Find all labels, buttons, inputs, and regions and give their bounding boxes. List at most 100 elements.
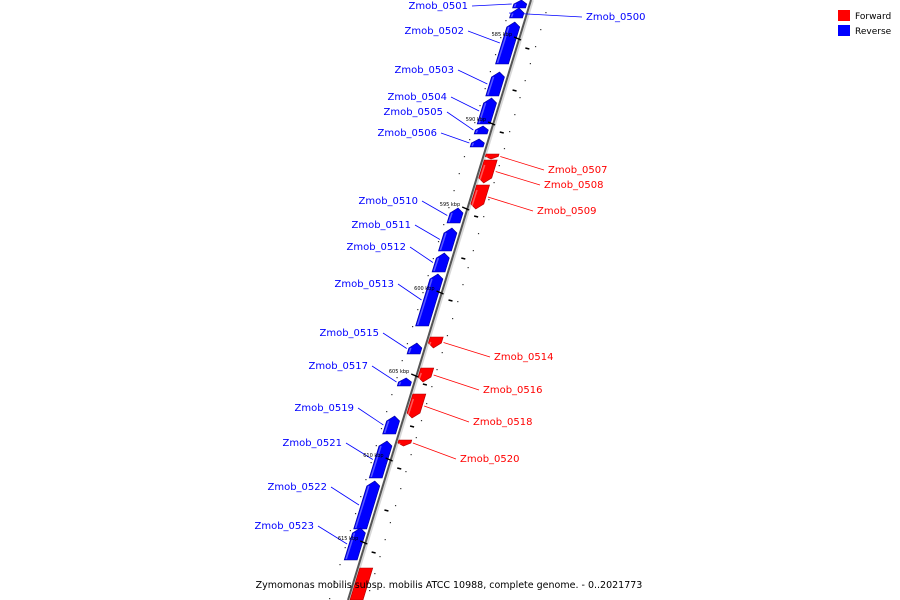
axis-dot <box>469 139 471 141</box>
gene-label-zmob_0521[interactable]: Zmob_0521 <box>282 438 342 449</box>
gene-arrow-zmob_0514[interactable] <box>428 336 444 349</box>
axis-dot <box>426 403 428 405</box>
gene-label-zmob_0518[interactable]: Zmob_0518 <box>473 417 533 428</box>
gene-highlight <box>485 156 488 159</box>
axis-dot <box>369 590 371 592</box>
gene-highlight <box>478 102 487 124</box>
gene-label-zmob_0522[interactable]: Zmob_0522 <box>267 482 327 493</box>
gene-label-zmob_0517[interactable]: Zmob_0517 <box>308 361 368 372</box>
gene-label-zmob_0512[interactable]: Zmob_0512 <box>346 242 406 253</box>
gene-highlight <box>416 278 433 326</box>
gene-label-zmob_0501[interactable]: Zmob_0501 <box>408 1 468 12</box>
gene-highlight <box>398 381 402 386</box>
scale-tick <box>385 457 393 462</box>
leader-line <box>440 132 470 144</box>
gene-highlight <box>496 26 510 64</box>
axis-tick <box>422 383 428 386</box>
gene-arrow-zmob_0516[interactable] <box>417 367 435 383</box>
axis-dot <box>545 12 547 14</box>
axis-dot <box>417 309 419 311</box>
gene-arrow-zmob_0508[interactable] <box>478 159 498 184</box>
axis-dot <box>360 496 362 498</box>
gene-label-zmob_0506[interactable]: Zmob_0506 <box>377 128 437 139</box>
leader-line <box>330 486 360 506</box>
gene-label-zmob_0520[interactable]: Zmob_0520 <box>460 454 520 465</box>
gene-arrow-zmob_0513[interactable] <box>415 273 444 327</box>
axis-dot <box>405 471 407 473</box>
gene-label-zmob_0505[interactable]: Zmob_0505 <box>383 107 443 118</box>
gene-arrow-zmob_0520[interactable] <box>397 439 413 447</box>
gene-label-zmob_0516[interactable]: Zmob_0516 <box>483 385 543 396</box>
gene-arrow-zmob_0517[interactable] <box>396 377 412 387</box>
gene-arrow-zmob_0502[interactable] <box>495 21 521 65</box>
axis-dot <box>498 165 500 167</box>
axis-dot <box>529 63 531 65</box>
gene-arrow-zmob_0510[interactable] <box>446 207 464 224</box>
gene-label-zmob_0511[interactable]: Zmob_0511 <box>351 220 411 231</box>
scale-tick <box>513 36 522 41</box>
gene-arrow-zmob_0511[interactable] <box>438 227 458 252</box>
gene-highlight <box>408 347 412 354</box>
gene-label-zmob_0514[interactable]: Zmob_0514 <box>494 352 554 363</box>
gene-features <box>343 0 528 600</box>
gene-arrow-zmob_0501[interactable] <box>512 0 528 9</box>
gene-highlight <box>428 341 432 348</box>
axis-dot <box>484 88 486 90</box>
gene-label-zmob_0515[interactable]: Zmob_0515 <box>319 328 379 339</box>
axis-dot <box>386 411 388 413</box>
scale-labels: 585 kbp 590 kbp 595 kbp 600 kbp 605 kbp 610 k… <box>338 32 522 545</box>
gene-label-zmob_0504[interactable]: Zmob_0504 <box>387 92 447 103</box>
axis-dot <box>375 445 377 447</box>
gene-highlight <box>513 3 517 8</box>
leader-line <box>467 30 501 44</box>
axis-dot <box>370 462 372 464</box>
axis-dot <box>365 479 367 481</box>
gene-arrow-zmob_0522[interactable] <box>353 480 381 530</box>
axis-dot <box>477 233 480 235</box>
gene-arrow-zmob_0507[interactable] <box>484 153 500 160</box>
axis-dot <box>519 97 521 99</box>
axis-dot <box>524 80 526 82</box>
gene-label-zmob_0507[interactable]: Zmob_0507 <box>548 165 608 176</box>
gene-arrow-zmob_0521[interactable] <box>368 440 393 479</box>
gene-label-zmob_0500[interactable]: Zmob_0500 <box>586 12 646 23</box>
gene-arrow-zmob_0515[interactable] <box>406 342 423 355</box>
leader-line <box>471 3 512 7</box>
gene-arrow-zmob_0506[interactable] <box>469 138 485 148</box>
gene-arrow-zmob_0503[interactable] <box>485 71 505 97</box>
gene-arrow-zmob_0512[interactable] <box>431 252 450 273</box>
axis-dot <box>379 556 381 558</box>
scale-label: 605 kbp <box>389 369 409 375</box>
leader-line <box>446 111 474 131</box>
gene-label-zmob_0508[interactable]: Zmob_0508 <box>544 180 604 191</box>
gene-arrow-partial[interactable] <box>349 567 374 600</box>
gene-label-zmob_0519[interactable]: Zmob_0519 <box>294 403 354 414</box>
scale-label: 600 kbp <box>414 286 434 292</box>
axis-dot <box>420 420 423 422</box>
gene-highlight <box>487 76 495 96</box>
leader-line <box>433 374 480 391</box>
gene-arrow-zmob_0505[interactable] <box>473 125 489 135</box>
gene-arrow-zmob_0523[interactable] <box>343 527 366 561</box>
gene-arrow-zmob_0500[interactable] <box>509 7 525 19</box>
gene-highlight <box>406 398 415 418</box>
leader-line <box>397 283 422 301</box>
scale-label: 590 kbp <box>466 117 486 123</box>
gene-arrow-zmob_0509[interactable] <box>470 184 490 210</box>
gene-label-zmob_0510[interactable]: Zmob_0510 <box>358 196 418 207</box>
axis-dot <box>410 454 412 456</box>
gene-label-zmob_0503[interactable]: Zmob_0503 <box>394 65 454 76</box>
gene-label-zmob_0523[interactable]: Zmob_0523 <box>254 521 314 532</box>
leader-line <box>509 12 583 18</box>
gene-arrow-zmob_0504[interactable] <box>476 97 497 125</box>
genome-caption: Zymomonas mobilis subsp. mobilis ATCC 10… <box>256 580 643 591</box>
gene-label-zmob_0502[interactable]: Zmob_0502 <box>404 26 464 37</box>
axis-dot <box>432 258 434 260</box>
scale-label: 585 kbp <box>492 32 512 38</box>
gene-label-zmob_0513[interactable]: Zmob_0513 <box>334 279 394 290</box>
gene-arrow-zmob_0519[interactable] <box>382 415 400 435</box>
axis-dot <box>493 182 495 184</box>
gene-arrow-zmob_0518[interactable] <box>406 393 427 419</box>
gene-label-zmob_0509[interactable]: Zmob_0509 <box>537 206 597 217</box>
backbone-line <box>347 0 532 600</box>
